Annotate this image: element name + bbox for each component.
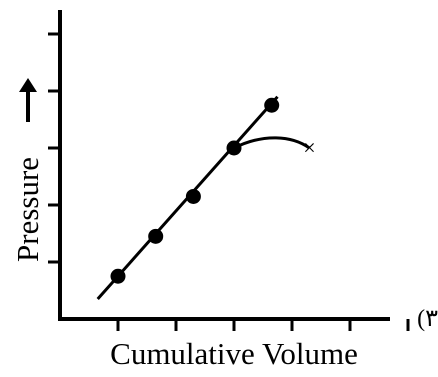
end-marker: × — [303, 135, 315, 160]
data-point-3 — [185, 188, 201, 204]
y-axis-arrow-head — [19, 78, 37, 92]
axes — [58, 10, 390, 321]
y-axis-label: Pressure — [10, 157, 45, 262]
data-point-2 — [148, 228, 164, 244]
axis-ticks — [48, 32, 410, 331]
data-point-4 — [226, 140, 242, 156]
data-point-1 — [110, 268, 126, 284]
x-axis-label: Cumulative Volume — [110, 336, 358, 371]
y-axis-arrow — [19, 78, 37, 122]
panel-label: (٣ — [417, 306, 438, 332]
data-point-5 — [264, 97, 280, 113]
deviation-curve — [233, 136, 311, 150]
data-layer: × — [96, 95, 316, 301]
y-axis-label-group: Pressure — [10, 78, 45, 262]
